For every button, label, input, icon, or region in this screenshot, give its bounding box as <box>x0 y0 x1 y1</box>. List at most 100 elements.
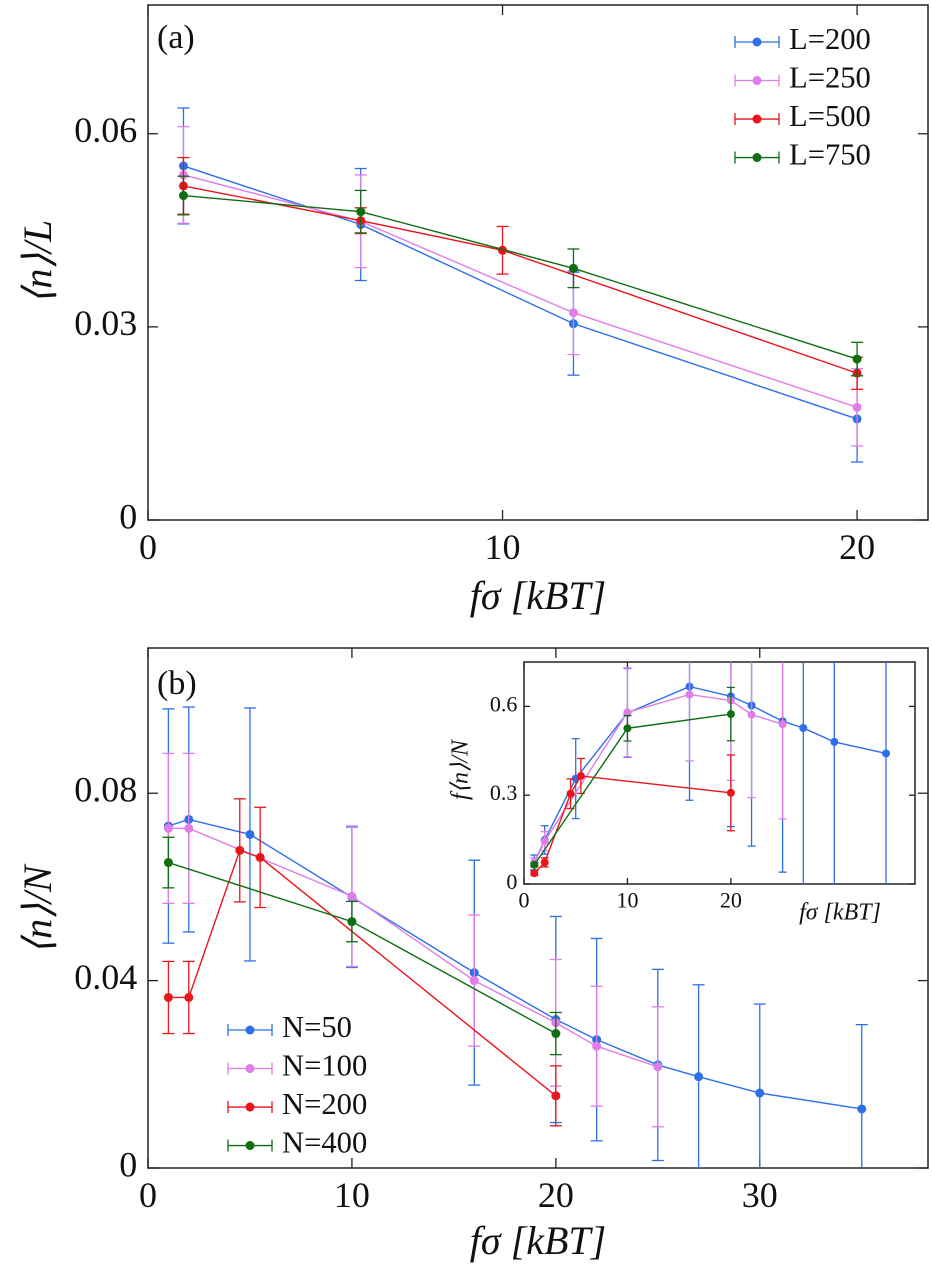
x-tick-label: 30 <box>742 1175 778 1215</box>
data-point <box>235 845 245 855</box>
y-axis-label: ⟨n⟩/L <box>15 220 60 305</box>
legend-marker <box>734 113 780 126</box>
legend-dot <box>245 1102 255 1112</box>
data-point <box>882 749 891 758</box>
plot-area <box>162 706 868 1168</box>
y-tick-label: 0.6 <box>490 691 518 716</box>
x-tick-label: 20 <box>720 888 742 913</box>
legend-label: N=200 <box>282 1087 367 1121</box>
legend-label: L=200 <box>789 22 871 56</box>
data-point <box>347 917 357 927</box>
plot-area <box>177 107 864 463</box>
data-point <box>726 788 735 797</box>
x-tick-label: 10 <box>485 527 521 567</box>
legend-label: N=50 <box>282 1010 352 1044</box>
legend-marker <box>227 1062 273 1075</box>
legend-dot <box>752 76 762 86</box>
plot-area <box>530 662 891 884</box>
x-tick-label: 10 <box>334 1175 370 1215</box>
data-point <box>576 771 585 780</box>
series-line <box>183 174 858 409</box>
y-tick-label: 0 <box>119 496 137 536</box>
legend-label: L=500 <box>789 99 871 133</box>
data-point <box>551 1091 561 1101</box>
data-point <box>163 823 173 833</box>
x-axis-label: fσ [kBT] <box>470 1218 606 1263</box>
y-tick-label: 0.08 <box>74 769 137 809</box>
y-axis-label: ⟨n⟩/N <box>15 863 60 954</box>
data-point <box>755 1088 765 1098</box>
y-tick-label: 0.03 <box>74 303 137 343</box>
data-point <box>623 724 632 733</box>
x-tick-label: 10 <box>616 888 638 913</box>
legend-marker <box>227 1024 273 1036</box>
x-tick-label: 0 <box>139 1175 157 1215</box>
legend-label: L=750 <box>789 138 871 172</box>
data-point <box>469 976 479 986</box>
legend-marker <box>734 151 780 164</box>
x-tick-label: 0 <box>519 888 530 913</box>
data-point <box>551 1029 561 1039</box>
legend-marker <box>227 1101 273 1114</box>
series-line <box>183 165 858 420</box>
x-axis-label: fσ [kBT] <box>470 573 606 618</box>
data-point <box>747 710 756 719</box>
legend-dot <box>245 1025 255 1035</box>
legend-dot <box>752 114 762 124</box>
data-point <box>163 992 173 1002</box>
panel-label: (b) <box>157 665 197 702</box>
legend-marker <box>734 36 780 48</box>
data-point <box>568 308 578 318</box>
data-point <box>685 690 694 699</box>
legend-dot <box>245 1064 255 1074</box>
y-tick-label: 0 <box>506 869 517 894</box>
data-point <box>498 245 508 255</box>
data-point <box>245 829 255 839</box>
panel-label: (a) <box>157 19 195 56</box>
legend-label: N=100 <box>282 1049 367 1083</box>
x-tick-label: 0 <box>139 527 157 567</box>
legend-dot <box>752 153 762 163</box>
series-line <box>183 194 858 360</box>
data-point <box>356 207 366 217</box>
legend-dot <box>752 37 762 47</box>
x-tick-label: 20 <box>538 1175 574 1215</box>
data-point <box>799 724 808 733</box>
data-point <box>778 720 787 729</box>
chart-panel: 0 10 20 0 0.03 0.06 L=200 L=250 L=500 L=750 fσ [kB… <box>15 4 929 618</box>
legend-marker <box>227 1139 273 1152</box>
data-point <box>184 992 194 1002</box>
legend-label: L=250 <box>789 61 871 95</box>
y-axis-label: f⟨n⟩/N <box>448 738 474 800</box>
data-point <box>178 191 188 201</box>
data-point <box>653 1062 663 1072</box>
data-point <box>163 858 173 868</box>
data-point <box>857 1104 867 1114</box>
data-point <box>530 869 539 878</box>
data-point <box>347 891 357 901</box>
data-point <box>694 1072 704 1082</box>
chart-panel: 0 10 20 0 0.3 0.6 fσ [kBT] f⟨n⟩/N <box>448 661 916 926</box>
legend-label: N=400 <box>282 1126 367 1160</box>
data-point <box>592 1041 602 1051</box>
y-tick-label: 0.06 <box>74 110 137 150</box>
data-point <box>852 402 862 412</box>
data-point <box>830 737 839 746</box>
data-point <box>530 860 539 869</box>
data-point <box>568 263 578 273</box>
y-tick-label: 0.3 <box>490 780 518 805</box>
data-point <box>726 710 735 719</box>
y-tick-label: 0.04 <box>74 957 137 997</box>
x-tick-label: 20 <box>839 527 875 567</box>
data-point <box>540 837 549 846</box>
data-point <box>852 354 862 364</box>
data-point <box>566 789 575 798</box>
legend-dot <box>245 1141 255 1151</box>
x-axis-label: fσ [kBT] <box>799 900 881 926</box>
legend-marker <box>734 74 780 87</box>
data-point <box>184 823 194 833</box>
data-point <box>623 708 632 717</box>
y-tick-label: 0 <box>119 1144 137 1184</box>
data-point <box>540 858 549 867</box>
